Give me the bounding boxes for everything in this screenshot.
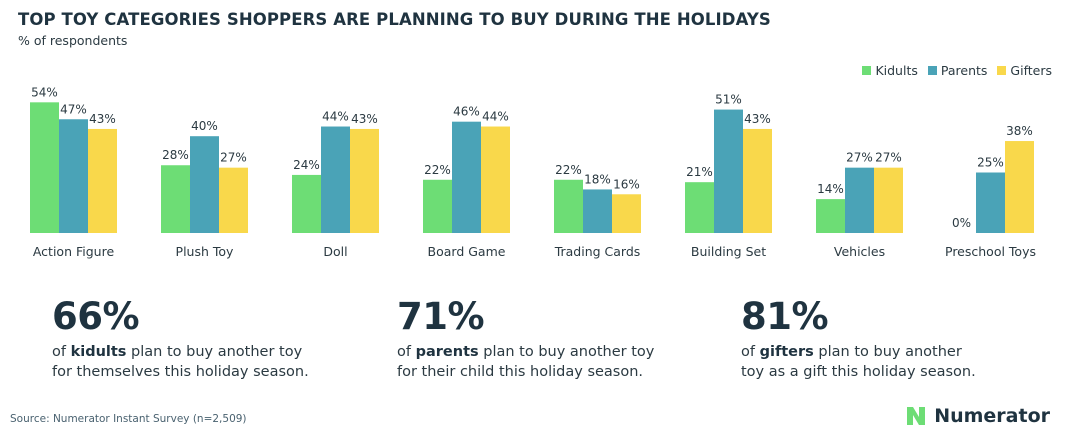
legend-item-kidults: Kidults bbox=[862, 63, 918, 78]
category-label-plush-toy: Plush Toy bbox=[176, 244, 235, 259]
legend: Kidults Parents Gifters bbox=[862, 63, 1052, 78]
category-label-preschool-toys: Preschool Toys bbox=[945, 244, 1036, 259]
bar-trading-cards-gifters bbox=[612, 194, 641, 233]
data-label-plush-toy-parents: 40% bbox=[191, 119, 218, 133]
bar-action-figure-gifters bbox=[88, 128, 117, 233]
data-label-trading-cards-gifters: 16% bbox=[613, 177, 640, 191]
bar-vehicles-kidults bbox=[816, 199, 845, 233]
legend-label-gifters: Gifters bbox=[1010, 63, 1052, 78]
stat-gifters-text: of gifters plan to buy another toy as a … bbox=[741, 343, 976, 382]
stat-parents-line2: for their child this holiday season. bbox=[397, 363, 644, 380]
bar-board-game-kidults bbox=[423, 179, 452, 233]
bar-plush-toy-gifters bbox=[219, 167, 248, 233]
stat-parents-text: of parents plan to buy another toy for t… bbox=[397, 343, 654, 382]
data-label-board-game-gifters: 44% bbox=[482, 110, 509, 124]
category-label-doll: Doll bbox=[323, 244, 347, 259]
data-label-building-set-parents: 51% bbox=[715, 93, 742, 107]
bar-board-game-gifters bbox=[481, 126, 510, 233]
bar-building-set-gifters bbox=[743, 128, 772, 233]
bar-building-set-parents bbox=[714, 109, 743, 233]
stat-gifters-line2: toy as a gift this holiday season. bbox=[741, 363, 976, 380]
data-label-preschool-toys-kidults: 0% bbox=[952, 216, 971, 230]
stat-kidults-post: plan to buy another toy bbox=[126, 344, 303, 360]
stat-parents-pre: of bbox=[397, 344, 416, 360]
legend-label-parents: Parents bbox=[940, 63, 988, 78]
stat-kidults: 66% of kidults plan to buy another toy f… bbox=[52, 298, 309, 382]
data-label-building-set-kidults: 21% bbox=[686, 165, 713, 179]
category-label-vehicles: Vehicles bbox=[834, 244, 885, 259]
stat-gifters-value: 81% bbox=[741, 295, 829, 338]
data-label-action-figure-kidults: 54% bbox=[31, 85, 58, 99]
source-note: Source: Numerator Instant Survey (n=2,50… bbox=[10, 413, 247, 425]
numerator-logo: Numerator bbox=[905, 405, 1050, 427]
chart-subtitle: % of respondents bbox=[18, 33, 128, 48]
numerator-n-icon bbox=[907, 407, 926, 425]
data-label-vehicles-parents: 27% bbox=[846, 151, 873, 165]
stat-kidults-pre: of bbox=[52, 344, 71, 360]
data-label-building-set-gifters: 43% bbox=[744, 112, 771, 126]
stat-kidults-bold: kidults bbox=[70, 344, 127, 360]
stat-gifters-bold: gifters bbox=[759, 344, 814, 360]
data-label-trading-cards-parents: 18% bbox=[584, 172, 611, 186]
stat-gifters: 81% of gifters plan to buy another toy a… bbox=[741, 298, 976, 382]
data-label-plush-toy-gifters: 27% bbox=[220, 151, 247, 165]
stat-kidults-value: 66% bbox=[52, 295, 140, 338]
data-label-doll-gifters: 43% bbox=[351, 112, 378, 126]
legend-swatch-gifters bbox=[997, 66, 1007, 75]
data-label-doll-parents: 44% bbox=[322, 110, 349, 124]
bar-doll-kidults bbox=[292, 174, 321, 233]
data-label-preschool-toys-parents: 25% bbox=[977, 156, 1004, 170]
data-label-vehicles-kidults: 14% bbox=[817, 182, 844, 196]
data-label-board-game-parents: 46% bbox=[453, 105, 480, 119]
legend-swatch-kidults bbox=[862, 66, 872, 75]
bar-doll-parents bbox=[321, 126, 350, 233]
chart-title: TOP TOY CATEGORIES SHOPPERS ARE PLANNING… bbox=[18, 10, 771, 29]
data-label-doll-kidults: 24% bbox=[293, 158, 320, 172]
bar-preschool-toys-gifters bbox=[1005, 141, 1034, 233]
bar-preschool-toys-parents bbox=[976, 172, 1005, 233]
stat-kidults-line2: for themselves this holiday season. bbox=[52, 363, 309, 380]
legend-swatch-parents bbox=[927, 66, 937, 75]
bar-vehicles-gifters bbox=[874, 167, 903, 233]
legend-item-gifters: Gifters bbox=[997, 63, 1052, 78]
category-label-building-set: Building Set bbox=[691, 244, 766, 259]
bar-board-game-parents bbox=[452, 121, 481, 233]
data-label-plush-toy-kidults: 28% bbox=[162, 148, 189, 162]
data-label-vehicles-gifters: 27% bbox=[875, 151, 902, 165]
category-label-action-figure: Action Figure bbox=[33, 244, 115, 259]
logo-text: Numerator bbox=[934, 405, 1050, 427]
stat-gifters-pre: of bbox=[741, 344, 760, 360]
stat-parents-value: 71% bbox=[397, 295, 485, 338]
category-label-trading-cards: Trading Cards bbox=[554, 244, 641, 259]
data-label-board-game-kidults: 22% bbox=[424, 163, 451, 177]
data-label-action-figure-parents: 47% bbox=[60, 102, 87, 116]
stat-parents-bold: parents bbox=[415, 344, 479, 360]
bar-action-figure-parents bbox=[59, 119, 88, 233]
data-label-preschool-toys-gifters: 38% bbox=[1006, 124, 1033, 138]
bar-trading-cards-kidults bbox=[554, 179, 583, 233]
bar-doll-gifters bbox=[350, 128, 379, 233]
bar-building-set-kidults bbox=[685, 182, 714, 233]
stat-kidults-text: of kidults plan to buy another toy for t… bbox=[52, 343, 309, 382]
stat-parents: 71% of parents plan to buy another toy f… bbox=[397, 298, 654, 382]
bar-vehicles-parents bbox=[845, 167, 874, 233]
bar-plush-toy-kidults bbox=[161, 165, 190, 233]
bar-plush-toy-parents bbox=[190, 136, 219, 233]
category-label-board-game: Board Game bbox=[428, 244, 506, 259]
bar-trading-cards-parents bbox=[583, 189, 612, 233]
data-label-trading-cards-kidults: 22% bbox=[555, 163, 582, 177]
legend-label-kidults: Kidults bbox=[875, 63, 918, 78]
data-label-action-figure-gifters: 43% bbox=[89, 112, 116, 126]
stat-gifters-post: plan to buy another bbox=[813, 344, 962, 360]
bar-action-figure-kidults bbox=[30, 102, 59, 233]
stat-parents-post: plan to buy another toy bbox=[478, 344, 655, 360]
legend-item-parents: Parents bbox=[927, 63, 988, 78]
